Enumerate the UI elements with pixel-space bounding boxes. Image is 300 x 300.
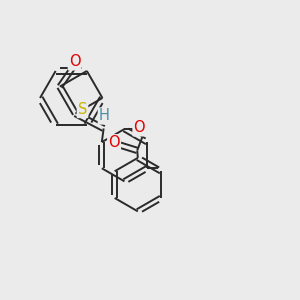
Text: O: O — [108, 135, 120, 150]
Text: S: S — [78, 102, 87, 117]
Text: O: O — [69, 54, 80, 69]
Text: H: H — [99, 109, 110, 124]
Text: O: O — [134, 120, 145, 135]
